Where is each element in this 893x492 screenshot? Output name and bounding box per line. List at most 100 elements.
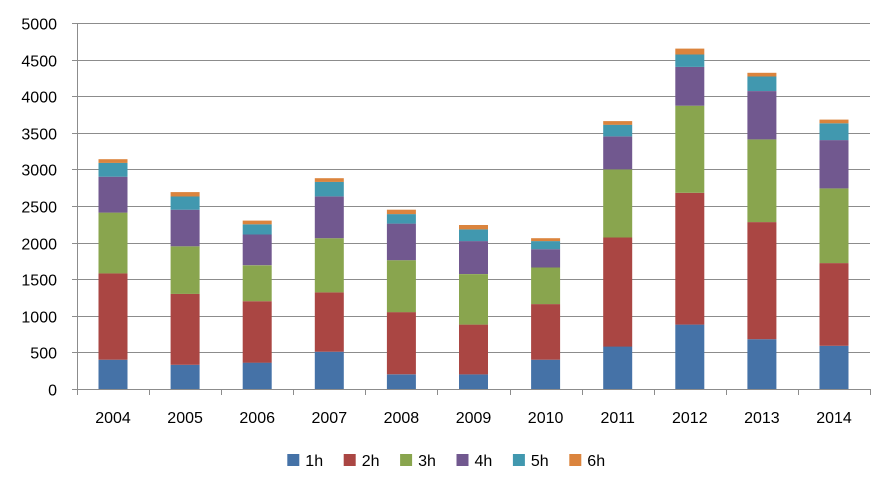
legend-swatch-3h [400,454,413,466]
bar-4h-2013 [747,91,777,140]
bar-2h-2008 [386,312,416,375]
bar-1h-2014 [819,345,849,389]
y-tick-label: 4000 [21,90,57,107]
x-tick-label: 2009 [456,410,492,427]
x-tick-label: 2006 [239,410,275,427]
legend-label-4h: 4h [475,453,493,470]
legend-label-2h: 2h [362,453,380,470]
bar-6h-2006 [242,220,272,225]
bar-3h-2011 [603,169,633,238]
legend-label-6h: 6h [587,453,605,470]
legend: 1h 2h 3h 4h 5h 6h [287,453,605,470]
bar-2h-2004 [98,273,128,360]
bar-2h-2014 [819,263,849,346]
bar-6h-2007 [314,178,344,182]
bar-4h-2007 [314,196,344,239]
bar-2h-2007 [314,292,344,352]
bar-2h-2013 [747,222,777,340]
bar-1h-2007 [314,351,344,389]
y-tick-label: 0 [48,383,57,400]
bar-1h-2013 [747,339,777,389]
bar-5h-2004 [98,162,128,177]
y-tick-label: 3500 [21,127,57,144]
bar-2h-2006 [242,301,272,363]
bar-3h-2008 [386,260,416,313]
bar-4h-2009 [459,241,488,274]
bar-2h-2011 [603,237,633,347]
bar-3h-2012 [675,105,705,193]
bar-5h-2007 [314,181,344,197]
x-tick-label: 2012 [672,410,708,427]
legend-swatch-2h [343,454,356,466]
axes: 0 500 1000 1500 2000 2500 3000 3500 4000 4500 5000… [21,17,871,427]
bar-6h-2013 [747,72,777,77]
y-tick-label: 2000 [21,237,57,254]
bar-1h-2011 [603,346,633,389]
bar-1h-2005 [170,364,200,389]
bar-5h-2010 [531,241,561,250]
bar-1h-2006 [242,362,272,389]
bar-5h-2011 [603,124,633,137]
bar-6h-2004 [98,159,128,163]
bar-5h-2013 [747,76,777,91]
bar-4h-2010 [531,249,561,268]
bar-4h-2004 [98,176,128,213]
bar-6h-2008 [386,209,416,215]
y-tick-label: 2500 [21,200,57,217]
legend-swatch-6h [569,454,582,466]
bar-3h-2009 [459,274,488,325]
bar-3h-2014 [819,188,849,264]
x-tick-label: 2004 [95,410,131,427]
y-tick-label: 1000 [21,310,57,327]
x-tick-label: 2013 [744,410,780,427]
legend-swatch-5h [512,454,525,466]
legend-label-1h: 1h [305,453,323,470]
bar-6h-2005 [170,192,200,197]
bar-1h-2010 [531,359,561,389]
bar-5h-2009 [459,229,488,242]
legend-swatch-4h [456,454,469,466]
bar-4h-2012 [675,66,705,106]
x-tick-label: 2008 [384,410,420,427]
bar-1h-2004 [98,359,128,389]
bar-4h-2008 [386,223,416,261]
y-tick-label: 5000 [21,17,57,34]
bar-3h-2006 [242,265,272,302]
bar-3h-2004 [98,212,128,274]
bar-5h-2005 [170,196,200,210]
bar-3h-2010 [531,267,561,305]
bar-4h-2005 [170,209,200,247]
bar-5h-2014 [819,123,849,141]
x-tick-label: 2011 [600,410,635,427]
x-tick-label: 2005 [167,410,203,427]
bar-2h-2010 [531,304,561,360]
bar-4h-2011 [603,136,633,170]
x-tick-label: 2010 [528,410,564,427]
bar-4h-2006 [242,234,272,266]
bar-5h-2012 [675,54,705,67]
bar-5h-2006 [242,224,272,235]
bar-5h-2008 [386,214,416,224]
bar-6h-2009 [459,225,488,230]
bar-3h-2005 [170,246,200,294]
y-tick-label: 4500 [21,54,57,71]
bar-6h-2014 [819,119,849,124]
bar-2h-2005 [170,293,200,365]
legend-label-3h: 3h [418,453,436,470]
bar-3h-2007 [314,238,344,293]
bar-2h-2012 [675,192,705,325]
gridlines [77,23,870,353]
bar-1h-2009 [459,374,488,389]
bar-6h-2010 [531,238,561,242]
y-tick-label: 500 [30,346,57,363]
bar-1h-2012 [675,324,705,389]
y-tick-label: 3000 [21,163,57,180]
legend-label-5h: 5h [531,453,549,470]
bar-6h-2011 [603,121,633,125]
bar-1h-2008 [386,374,416,389]
bar-2h-2009 [459,324,488,375]
bar-6h-2012 [675,48,705,55]
bar-3h-2013 [747,139,777,223]
